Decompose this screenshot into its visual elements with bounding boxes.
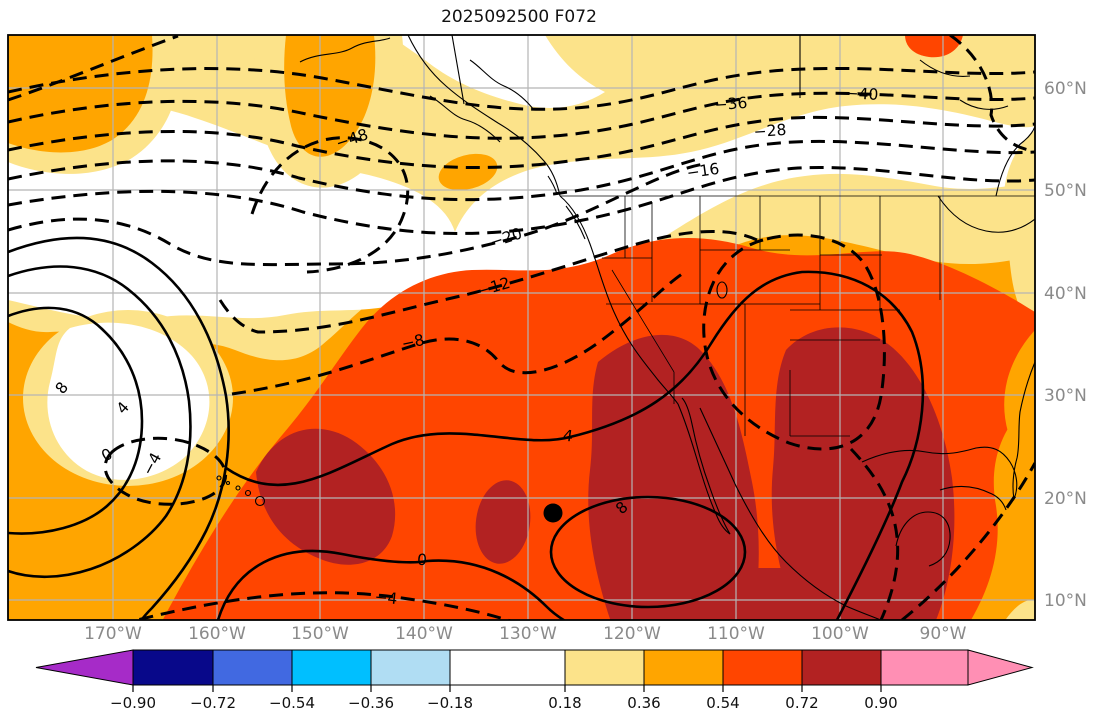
lat-tick-label: 40°N [1044,284,1087,304]
lon-tick-label: 120°W [603,624,661,644]
lat-tick-label: 10°N [1044,591,1087,611]
colorbar-tick-label: −0.36 [348,694,394,712]
colorbar-segment [212,649,293,686]
colorbar-tick-label: −0.72 [190,694,236,712]
colorbar-segment [564,649,645,686]
colorbar-tick-label: 0.18 [548,694,581,712]
lon-tick-label: 110°W [707,624,765,644]
colorbar-left-arrow [35,649,134,686]
lon-tick-label: 90°W [920,624,967,644]
colorbar-right-arrow [967,649,1034,686]
colorbar-tick-label: −0.54 [269,694,315,712]
coastlines [216,35,1035,620]
positive-contours [8,236,925,620]
lon-tick-label: 150°W [291,624,349,644]
colorbar-segment [291,649,372,686]
lon-tick-label: 100°W [811,624,869,644]
shaded-anomaly-fills [8,35,1035,620]
lon-tick-label: 160°W [188,624,246,644]
colorbar-segment [370,649,451,686]
contour-label: −16 [686,160,721,182]
lon-tick-label: 140°W [395,624,453,644]
contour-label: 4 [562,426,574,445]
lat-tick-label: 50°N [1044,181,1087,201]
map-frame [7,34,1036,621]
colorbar-segment [722,649,803,686]
contour-label: −28 [753,121,787,141]
negative-contours [8,35,1035,620]
colorbar-segment [449,649,566,686]
axis-label-layer: 170°W 160°W 150°W 140°W 130°W 120°W 110°W 100°W… [84,79,1087,644]
station-marker-dot [543,503,563,523]
colorbar-tick-label: −0.18 [427,694,473,712]
contour-label: −40 [845,84,879,104]
lat-tick-label: 60°N [1044,79,1087,99]
colorbar-tick-label: 0.36 [627,694,660,712]
colorbar-segment [880,649,969,686]
lon-tick-label: 170°W [84,624,142,644]
colorbar: −0.90 −0.72 −0.54 −0.36 −0.18 0.18 0.36 0.54 0.7… [35,649,1034,712]
lat-tick-label: 20°N [1044,489,1087,509]
colorbar-tick-label: −0.90 [110,694,156,712]
contour-label: −8 [400,331,426,353]
page-title: 2025092500 F072 [441,7,597,27]
contour-label: −36 [714,94,748,114]
colorbar-segment [801,649,882,686]
lon-tick-label: 130°W [499,624,557,644]
colorbar-tick-label: 0.72 [785,694,818,712]
contour-label: 0 [416,551,427,570]
contour-label: −4 [374,588,399,608]
colorbar-segment [132,649,214,686]
lat-tick-label: 30°N [1044,386,1087,406]
colorbar-tick-label: 0.54 [706,694,739,712]
colorbar-tick-label: 0.90 [864,694,897,712]
colorbar-segment [643,649,724,686]
